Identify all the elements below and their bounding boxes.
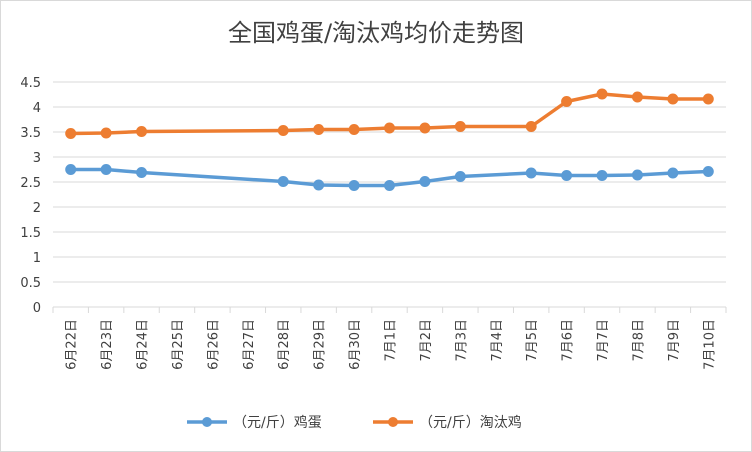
legend-swatch-marker xyxy=(202,417,212,427)
x-tick-label: 7月7日 xyxy=(596,319,611,362)
legend-label: （元/斤）鸡蛋 xyxy=(233,414,322,431)
data-point xyxy=(525,121,537,132)
x-tick-label: 6月29日 xyxy=(313,319,328,370)
x-tick-label: 7月3日 xyxy=(454,319,469,362)
y-tick-label: 3.5 xyxy=(20,126,41,141)
data-point xyxy=(277,176,289,187)
data-point xyxy=(525,167,537,179)
data-point xyxy=(348,124,360,135)
x-tick-label: 7月4日 xyxy=(490,319,505,362)
data-point xyxy=(348,180,360,191)
x-tick-label: 6月26日 xyxy=(206,319,221,370)
y-tick-label: 3 xyxy=(33,151,41,166)
x-tick-label: 6月30日 xyxy=(348,319,363,370)
data-point xyxy=(65,128,77,139)
x-tick-label: 6月28日 xyxy=(277,319,292,370)
data-point xyxy=(384,180,395,191)
data-point xyxy=(419,122,431,134)
data-point xyxy=(631,91,643,103)
data-point xyxy=(454,121,466,132)
chart-title: 全国鸡蛋/淘汰鸡均价走势图 xyxy=(227,19,525,47)
x-tick-label: 6月23日 xyxy=(100,319,115,370)
x-tick-label: 7月8日 xyxy=(631,319,646,362)
data-point xyxy=(631,169,643,181)
y-tick-label: 2.5 xyxy=(20,176,41,191)
y-tick-label: 1 xyxy=(33,251,41,266)
data-point xyxy=(419,176,431,187)
x-tick-label: 7月10日 xyxy=(702,319,717,370)
data-point xyxy=(65,164,77,175)
x-tick-label: 7月2日 xyxy=(419,319,434,362)
y-tick-label: 0 xyxy=(33,301,41,316)
data-point xyxy=(561,96,573,107)
data-point xyxy=(561,170,573,181)
y-tick-label: 0.5 xyxy=(20,276,41,291)
data-point xyxy=(667,93,679,105)
x-tick-label: 7月5日 xyxy=(525,319,540,362)
data-point xyxy=(277,125,289,136)
x-tick-label: 7月1日 xyxy=(384,319,399,362)
data-point xyxy=(702,93,714,105)
data-point xyxy=(313,124,325,135)
x-tick-label: 7月9日 xyxy=(667,319,682,362)
x-tick-label: 6月24日 xyxy=(136,319,151,370)
legend-swatch-marker xyxy=(388,417,398,427)
x-tick-label: 6月25日 xyxy=(171,319,186,370)
x-tick-label: 6月22日 xyxy=(65,319,80,370)
data-point xyxy=(702,166,714,177)
x-tick-label: 7月6日 xyxy=(561,319,576,362)
data-point xyxy=(313,179,325,191)
data-point xyxy=(596,88,608,100)
legend-label: （元/斤）淘汰鸡 xyxy=(419,414,522,431)
data-point xyxy=(596,170,608,181)
data-point xyxy=(136,126,148,137)
y-tick-label: 1.5 xyxy=(20,226,41,241)
data-point xyxy=(454,171,466,182)
y-tick-label: 2 xyxy=(33,201,41,216)
data-point xyxy=(384,122,395,134)
data-point xyxy=(100,127,112,139)
data-point xyxy=(100,164,112,175)
y-tick-label: 4.5 xyxy=(20,76,41,91)
data-point xyxy=(136,167,148,178)
x-tick-label: 6月27日 xyxy=(242,319,257,370)
data-point xyxy=(667,167,679,179)
y-tick-label: 4 xyxy=(33,101,41,116)
